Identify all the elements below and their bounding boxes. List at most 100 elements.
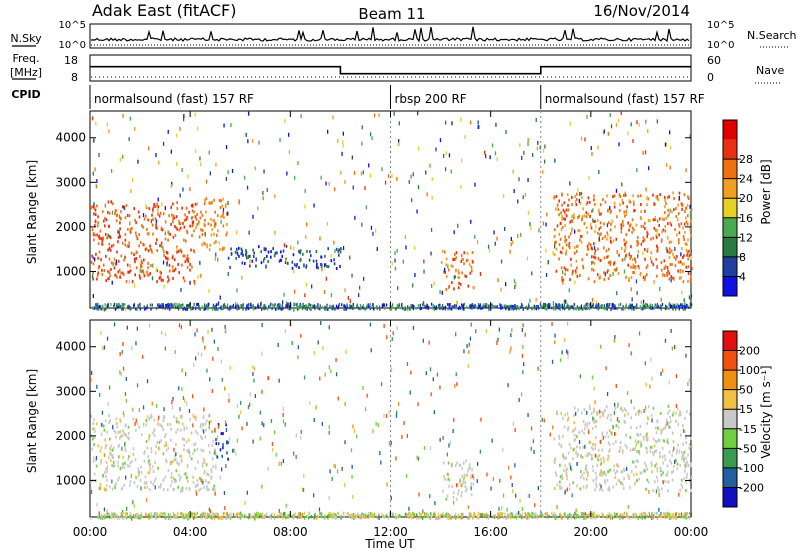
range-cell [573, 433, 576, 437]
ground-cell [314, 514, 316, 518]
range-cell [470, 476, 472, 480]
range-cell [557, 208, 560, 212]
range-cell [623, 477, 625, 481]
range-cell [586, 474, 589, 478]
ground-cell [358, 307, 361, 311]
range-cell [181, 488, 183, 492]
ground-cell [140, 515, 142, 519]
noise-cell [238, 200, 240, 205]
noise-cell [98, 153, 100, 157]
noise-cell [613, 410, 616, 415]
noise-cell [518, 510, 520, 515]
range-cell [660, 268, 663, 272]
noise-cell [430, 251, 432, 256]
range-cell [198, 488, 200, 492]
noise-cell [476, 240, 479, 245]
range-cell [671, 210, 673, 214]
ground-cell [304, 306, 307, 310]
range-cell [646, 436, 649, 440]
noise-cell [554, 333, 556, 338]
noise-cell [181, 368, 183, 373]
ground-cell [561, 306, 564, 310]
ground-cell [552, 514, 554, 518]
ground-cell [446, 514, 448, 518]
range-cell [625, 409, 627, 412]
noise-cell [627, 131, 629, 136]
range-cell [463, 251, 465, 255]
range-cell [448, 268, 450, 272]
noise-cell [266, 188, 268, 192]
noise-cell [199, 156, 201, 161]
range-cell [660, 431, 662, 435]
noise-cell [217, 347, 219, 351]
range-cell [217, 442, 220, 446]
noise-cell [578, 198, 580, 203]
ground-cell [120, 512, 122, 516]
range-cell [581, 196, 583, 200]
ground-cell [407, 305, 409, 309]
ground-cell [535, 307, 537, 311]
range-cell [164, 237, 167, 241]
noise-cell [628, 199, 630, 204]
range-cell [575, 259, 578, 263]
ground-cell [549, 303, 551, 307]
range-cell [670, 275, 672, 279]
range-cell [108, 421, 110, 425]
range-cell [616, 469, 618, 473]
range-cell [230, 252, 233, 255]
noise-cell [575, 411, 577, 416]
range-cell [672, 449, 674, 453]
ground-cell [286, 514, 289, 517]
range-cell [173, 480, 176, 484]
noise-cell [279, 303, 281, 308]
ground-cell [155, 512, 157, 516]
ground-cell [249, 513, 252, 517]
ground-cell [201, 513, 204, 517]
range-cell [199, 425, 202, 429]
range-cell [576, 266, 578, 270]
noise-cell [509, 349, 511, 354]
ground-cell [684, 513, 687, 517]
range-cell [678, 191, 681, 195]
noise-cell [336, 469, 339, 474]
ground-cell [158, 514, 160, 518]
ground-cell [165, 304, 168, 307]
noise-cell [439, 385, 441, 390]
ground-cell [453, 516, 455, 519]
ground-cell [319, 304, 321, 308]
range-cell [97, 266, 100, 270]
noise-cell [231, 168, 234, 173]
noise-cell [280, 461, 282, 466]
range-cell [165, 250, 168, 254]
ground-cell [212, 512, 214, 516]
noise-cell [130, 474, 132, 479]
ground-cell [670, 516, 672, 520]
range-cell [160, 226, 163, 230]
range-cell [135, 476, 137, 480]
ground-cell [363, 513, 365, 517]
noise-cell [183, 117, 185, 122]
ground-cell [475, 305, 477, 309]
range-cell [600, 461, 603, 465]
range-cell [458, 271, 460, 275]
ground-cell [280, 512, 282, 516]
ground-cell [488, 306, 490, 310]
range-cell [594, 229, 596, 233]
range-cell [135, 428, 137, 432]
noise-cell [240, 410, 242, 415]
ground-cell [270, 516, 272, 520]
range-cell [642, 435, 645, 439]
ground-cell [448, 305, 451, 309]
noise-cell [488, 248, 491, 253]
noise-cell [398, 139, 400, 144]
ground-cell [479, 304, 481, 308]
noise-cell [408, 179, 410, 184]
range-cell [196, 202, 198, 206]
range-cell [594, 446, 596, 450]
ground-cell [419, 512, 422, 516]
ground-cell [148, 516, 150, 520]
range-cell [608, 449, 610, 453]
x-tick-label: 04:00 [173, 525, 208, 539]
ground-cell [288, 514, 290, 518]
ground-cell [326, 303, 328, 307]
